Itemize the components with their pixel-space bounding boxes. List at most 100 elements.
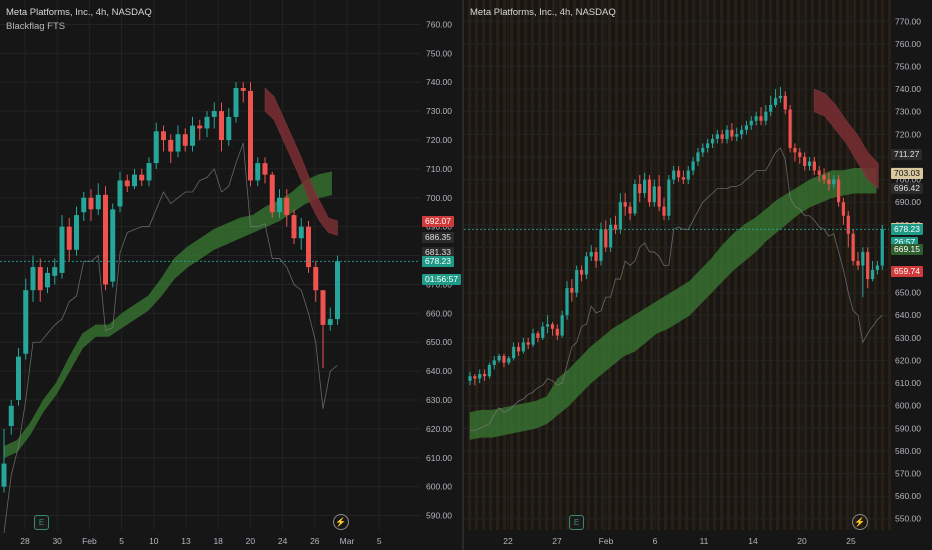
candle-body bbox=[730, 129, 734, 137]
price-axis-tag: 681.33 bbox=[422, 246, 454, 258]
candle-body bbox=[594, 251, 598, 261]
candle-body bbox=[23, 290, 29, 354]
alert-bolt-icon[interactable]: ⚡ bbox=[852, 514, 868, 530]
price-axis-tag: 01:56:57 bbox=[422, 273, 462, 285]
candle-body bbox=[720, 134, 724, 139]
candle-body bbox=[182, 134, 188, 146]
left-price-chart[interactable]: 760.00 750.00 740.00 730.00 720.00 710.00 700.… bbox=[0, 0, 462, 550]
candle-body bbox=[313, 267, 319, 291]
right-legend: Meta Platforms, Inc., 4h, NASDAQ bbox=[470, 6, 616, 20]
candle-body bbox=[16, 356, 21, 400]
candle-body bbox=[856, 260, 860, 266]
x-tick-label: Feb bbox=[599, 536, 614, 546]
y-tick-label: 770.00 bbox=[895, 16, 921, 26]
session-band bbox=[601, 0, 605, 530]
candle-body bbox=[798, 152, 802, 157]
candle-body bbox=[759, 116, 763, 121]
session-band bbox=[622, 0, 626, 530]
candle-body bbox=[550, 324, 555, 329]
left-chart-pane[interactable]: 760.00 750.00 740.00 730.00 720.00 710.00 700.… bbox=[0, 0, 462, 550]
candle-body bbox=[628, 206, 632, 214]
candle-body bbox=[507, 358, 511, 363]
candle-body bbox=[284, 197, 290, 216]
candle-body bbox=[691, 161, 695, 171]
candle-body bbox=[502, 355, 506, 363]
session-band bbox=[853, 0, 857, 530]
session-band bbox=[482, 0, 486, 530]
right-chart-pane[interactable]: 770.00760.00750.00740.00730.00720.00710.… bbox=[464, 0, 932, 550]
x-tick-label: 24 bbox=[278, 536, 288, 546]
candle-body bbox=[190, 125, 195, 146]
candle-body bbox=[103, 194, 108, 285]
session-band bbox=[797, 0, 801, 530]
y-tick-label: 750.00 bbox=[426, 48, 452, 58]
candle-body bbox=[526, 342, 530, 345]
session-band bbox=[608, 0, 612, 530]
left-symbol-title[interactable]: Meta Platforms, Inc., 4h, NASDAQ bbox=[6, 7, 152, 18]
session-band bbox=[573, 0, 577, 530]
candle-body bbox=[146, 163, 152, 181]
x-tick-label: 5 bbox=[377, 536, 382, 546]
alert-bolt-icon[interactable]: ⚡ bbox=[333, 514, 349, 530]
candle-body bbox=[117, 180, 123, 207]
session-band bbox=[517, 0, 521, 530]
price-axis-tag: 678.23 bbox=[891, 223, 923, 235]
candle-body bbox=[754, 116, 758, 121]
candle-body bbox=[701, 147, 705, 153]
candle-body bbox=[803, 156, 807, 166]
session-band bbox=[699, 0, 703, 530]
candle-body bbox=[764, 111, 768, 121]
candle-body bbox=[686, 170, 690, 180]
candle-body bbox=[262, 163, 268, 175]
candle-body bbox=[327, 319, 333, 325]
y-tick-label: 650.00 bbox=[895, 288, 921, 298]
session-band bbox=[559, 0, 563, 530]
candle-body bbox=[197, 125, 203, 129]
candle-body bbox=[613, 224, 618, 230]
candle-body bbox=[1, 463, 7, 487]
session-band bbox=[531, 0, 535, 530]
candle-body bbox=[219, 111, 224, 140]
candle-body bbox=[676, 170, 681, 178]
x-tick-label: 25 bbox=[846, 536, 856, 546]
candle-body bbox=[638, 184, 642, 194]
x-tick-label: 6 bbox=[653, 536, 658, 546]
session-band bbox=[643, 0, 647, 530]
session-band bbox=[818, 0, 822, 530]
y-tick-label: 700.00 bbox=[895, 175, 921, 185]
candle-body bbox=[59, 226, 65, 273]
session-band bbox=[874, 0, 878, 530]
right-symbol-title[interactable]: Meta Platforms, Inc., 4h, NASDAQ bbox=[470, 7, 616, 18]
session-band bbox=[468, 0, 472, 530]
pane-divider[interactable] bbox=[462, 0, 464, 550]
candle-body bbox=[320, 290, 326, 325]
x-tick-label: 14 bbox=[748, 536, 758, 546]
x-tick-label: 13 bbox=[181, 536, 191, 546]
right-price-chart[interactable]: 770.00760.00750.00740.00730.00720.00710.… bbox=[464, 0, 932, 550]
x-tick-label: 20 bbox=[797, 536, 807, 546]
candle-body bbox=[233, 88, 239, 117]
y-tick-label: 730.00 bbox=[895, 107, 921, 117]
session-band bbox=[769, 0, 773, 530]
earnings-icon[interactable]: E bbox=[34, 515, 49, 530]
candle-body bbox=[575, 270, 579, 293]
session-band bbox=[524, 0, 528, 530]
left-indicator-name[interactable]: Blackflag FTS bbox=[6, 21, 66, 32]
candle-body bbox=[74, 215, 79, 250]
earnings-icon[interactable]: E bbox=[569, 515, 584, 530]
candle-body bbox=[681, 177, 685, 180]
price-axis-tag: 669.15 bbox=[891, 244, 923, 256]
candle-body bbox=[851, 233, 855, 261]
candle-body bbox=[861, 251, 865, 266]
y-tick-label: 710.00 bbox=[426, 164, 452, 174]
candle-body bbox=[298, 226, 304, 239]
candle-body bbox=[8, 405, 14, 426]
candle-body bbox=[715, 134, 719, 139]
candle-body bbox=[52, 267, 58, 276]
session-band bbox=[741, 0, 745, 530]
candle-body bbox=[204, 116, 210, 129]
x-tick-label: 10 bbox=[149, 536, 159, 546]
session-band bbox=[657, 0, 661, 530]
candle-body bbox=[37, 267, 43, 291]
candle-body bbox=[560, 315, 564, 336]
